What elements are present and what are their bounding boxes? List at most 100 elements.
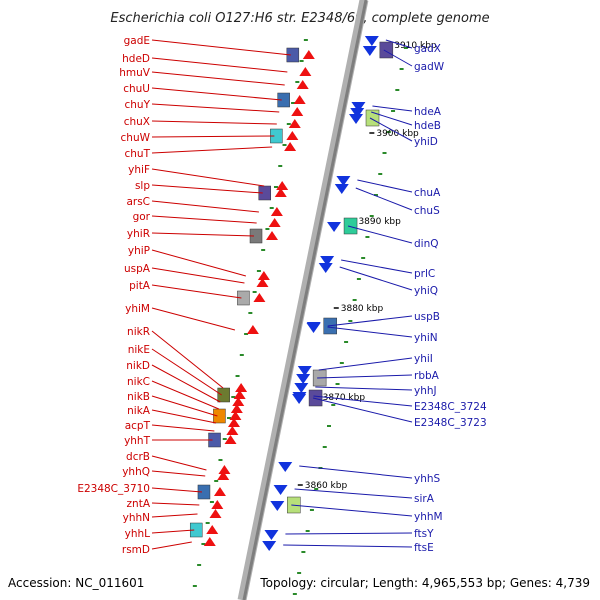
gene-label-reverse[interactable]: E2348C_3724: [414, 401, 487, 413]
gene-label-forward[interactable]: yhiR: [127, 228, 150, 240]
reverse-gene-box[interactable]: [343, 217, 358, 235]
forward-gene-arrow[interactable]: [218, 465, 231, 474]
forward-gene-box[interactable]: [217, 387, 230, 403]
gene-label-reverse[interactable]: hdeA: [414, 106, 442, 118]
gene-label-reverse[interactable]: hdeB: [414, 120, 441, 132]
gene-label-forward[interactable]: chuU: [123, 83, 150, 95]
reverse-gene-box[interactable]: [365, 109, 380, 127]
gene-label-forward[interactable]: nikE: [128, 344, 150, 356]
forward-gene-arrow[interactable]: [206, 525, 219, 534]
forward-gene-arrow[interactable]: [217, 471, 230, 480]
forward-gene-arrow[interactable]: [270, 207, 283, 216]
reverse-gene-arrow[interactable]: [270, 501, 285, 511]
forward-gene-arrow[interactable]: [213, 487, 226, 496]
reverse-gene-arrow[interactable]: [350, 108, 365, 118]
gene-label-forward[interactable]: chuW: [121, 132, 151, 144]
reverse-gene-box[interactable]: [379, 41, 394, 59]
gene-label-forward[interactable]: yhhQ: [122, 466, 150, 478]
gene-label-forward[interactable]: arsC: [126, 196, 150, 208]
reverse-gene-arrow[interactable]: [362, 46, 377, 56]
forward-gene-arrow[interactable]: [209, 509, 222, 518]
reverse-gene-arrow[interactable]: [297, 366, 312, 376]
reverse-gene-arrow[interactable]: [364, 36, 379, 46]
reverse-gene-box[interactable]: [308, 389, 323, 407]
gene-label-forward[interactable]: nikA: [127, 405, 151, 417]
forward-gene-arrow[interactable]: [288, 119, 301, 128]
gene-label-forward[interactable]: hmuV: [119, 67, 151, 79]
gene-label-forward[interactable]: gor: [133, 211, 151, 223]
forward-gene-arrow[interactable]: [257, 271, 270, 280]
gene-label-forward[interactable]: dcrB: [126, 451, 150, 463]
gene-label-reverse[interactable]: sirA: [414, 493, 435, 505]
gene-label-reverse[interactable]: ftsY: [414, 528, 434, 540]
gene-label-reverse[interactable]: E2348C_3723: [414, 417, 487, 429]
forward-gene-arrow[interactable]: [286, 131, 299, 140]
gene-label-forward[interactable]: pitA: [129, 280, 151, 292]
gene-label-forward[interactable]: rsmD: [122, 544, 150, 556]
gene-label-forward[interactable]: yhhL: [125, 528, 151, 540]
gene-label-forward[interactable]: chuT: [125, 148, 151, 160]
reverse-gene-arrow[interactable]: [349, 114, 364, 124]
forward-gene-arrow[interactable]: [226, 426, 239, 435]
gene-label-reverse[interactable]: chuA: [414, 187, 441, 199]
gene-label-forward[interactable]: zntA: [127, 498, 151, 510]
reverse-gene-arrow[interactable]: [296, 374, 311, 384]
forward-gene-arrow[interactable]: [256, 278, 269, 287]
reverse-gene-arrow[interactable]: [273, 485, 288, 495]
gene-label-forward[interactable]: acpT: [125, 420, 151, 432]
forward-gene-arrow[interactable]: [246, 325, 259, 334]
forward-gene-arrow[interactable]: [229, 411, 242, 420]
gene-label-forward[interactable]: nikD: [126, 360, 150, 372]
reverse-gene-arrow[interactable]: [334, 184, 349, 194]
gene-label-reverse[interactable]: uspB: [414, 311, 440, 323]
forward-gene-arrow[interactable]: [224, 435, 237, 444]
gene-label-reverse[interactable]: dinQ: [414, 238, 439, 250]
forward-gene-arrow[interactable]: [266, 231, 279, 240]
gene-label-forward[interactable]: chuX: [124, 116, 150, 128]
reverse-gene-arrow[interactable]: [294, 383, 309, 393]
forward-gene-arrow[interactable]: [291, 107, 304, 116]
gene-label-forward[interactable]: nikB: [127, 391, 150, 403]
reverse-gene-arrow[interactable]: [264, 530, 279, 540]
reverse-gene-arrow[interactable]: [292, 394, 307, 404]
forward-gene-arrow[interactable]: [274, 188, 287, 197]
forward-gene-arrow[interactable]: [299, 67, 312, 76]
forward-gene-arrow[interactable]: [232, 397, 245, 406]
reverse-gene-arrow[interactable]: [262, 541, 277, 551]
gene-label-forward[interactable]: gadE: [124, 35, 150, 47]
reverse-gene-arrow[interactable]: [320, 256, 335, 266]
gene-label-forward[interactable]: yhiP: [128, 245, 150, 257]
gene-label-forward[interactable]: E2348C_3710: [77, 483, 150, 495]
forward-gene-arrow[interactable]: [284, 142, 297, 151]
gene-label-forward[interactable]: uspA: [124, 263, 151, 275]
gene-label-reverse[interactable]: yhiQ: [414, 285, 438, 297]
gene-label-reverse[interactable]: yhiD: [414, 136, 438, 148]
gene-label-forward[interactable]: yhiM: [125, 303, 150, 315]
forward-gene-arrow[interactable]: [268, 218, 281, 227]
gene-label-reverse[interactable]: chuS: [414, 205, 440, 217]
forward-gene-arrow[interactable]: [296, 80, 309, 89]
gene-label-forward[interactable]: yhhT: [124, 435, 151, 447]
forward-gene-box[interactable]: [213, 408, 226, 424]
gene-label-forward[interactable]: nikC: [127, 376, 150, 388]
forward-gene-arrow[interactable]: [302, 50, 315, 59]
gene-label-reverse[interactable]: prlC: [414, 268, 435, 280]
gene-label-reverse[interactable]: rbbA: [414, 370, 440, 382]
forward-gene-arrow[interactable]: [293, 95, 306, 104]
reverse-gene-arrow[interactable]: [336, 176, 351, 186]
gene-label-forward[interactable]: chuY: [125, 99, 151, 111]
gene-label-forward[interactable]: yhhN: [123, 512, 150, 524]
gene-label-forward[interactable]: hdeD: [122, 53, 150, 65]
gene-label-reverse[interactable]: yhiI: [414, 353, 433, 365]
forward-gene-arrow[interactable]: [233, 390, 246, 399]
gene-label-reverse[interactable]: yhhM: [414, 511, 443, 523]
forward-gene-arrow[interactable]: [253, 293, 266, 302]
forward-gene-arrow[interactable]: [230, 404, 243, 413]
forward-gene-box[interactable]: [237, 290, 250, 306]
reverse-gene-arrow[interactable]: [278, 462, 293, 472]
gene-label-reverse[interactable]: yhhJ: [414, 385, 437, 397]
gene-label-reverse[interactable]: gadX: [414, 43, 441, 55]
forward-gene-arrow[interactable]: [203, 537, 216, 546]
forward-gene-arrow[interactable]: [227, 418, 240, 427]
forward-gene-arrow[interactable]: [276, 181, 289, 190]
